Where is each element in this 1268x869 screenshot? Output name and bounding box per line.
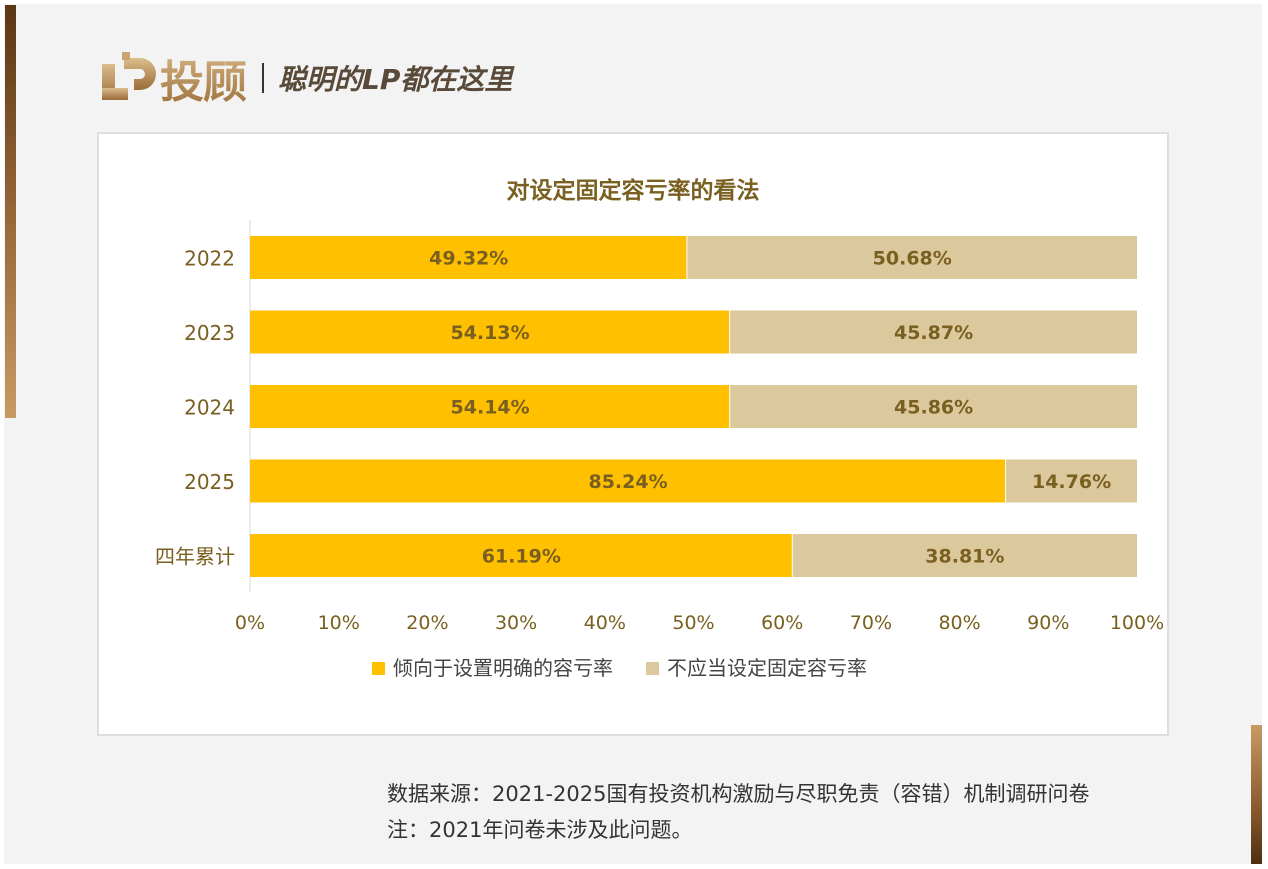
left-accent-bar [5, 5, 16, 418]
x-tick-label: 20% [406, 612, 448, 634]
data-label: 54.14% [451, 397, 530, 419]
x-tick-label: 40% [584, 612, 626, 634]
footnotes: 数据来源：2021-2025国有投资机构激励与尽职免责（容错）机制调研问卷 注：… [387, 776, 1089, 848]
stacked-bar-chart: 对设定固定容亏率的看法 49.32% 50.68% 2022 54.13% 45.87% 2… [155, 177, 1164, 680]
bar-segment [250, 310, 730, 354]
data-label: 49.32% [429, 248, 508, 270]
data-label: 50.68% [873, 248, 952, 270]
category-label: 四年累计 [155, 545, 235, 569]
data-label: 85.24% [588, 471, 667, 493]
x-tick-label: 10% [318, 612, 360, 634]
bar-segment [250, 534, 792, 577]
x-tick-label: 70% [850, 612, 892, 634]
survey-note: 注：2021年问卷未涉及此问题。 [387, 818, 693, 842]
bar-segment [250, 385, 730, 428]
x-tick-label: 0% [235, 612, 265, 634]
x-tick-label: 60% [761, 612, 803, 634]
x-tick-label: 80% [938, 612, 980, 634]
x-tick-label: 100% [1110, 612, 1164, 634]
logo-slogan: 聪明的LP都在这里 [278, 63, 513, 96]
data-label: 61.19% [482, 546, 561, 568]
data-label: 54.13% [450, 322, 529, 344]
x-tick-label: 50% [672, 612, 714, 634]
bar-segment [250, 236, 687, 279]
legend-swatch [646, 662, 659, 675]
bar-segment [1006, 459, 1137, 503]
data-label: 38.81% [925, 546, 1004, 568]
lp-logo-icon [102, 52, 156, 100]
chart-title: 对设定固定容亏率的看法 [507, 177, 760, 204]
logo-separator [262, 63, 264, 93]
category-label: 2023 [184, 321, 235, 345]
legend-label: 不应当设定固定容亏率 [667, 656, 867, 680]
bar-segment [730, 310, 1137, 354]
brand-logo: 投顾 聪明的LP都在这里 [100, 50, 513, 108]
x-tick-label: 30% [495, 612, 537, 634]
category-label: 2025 [184, 470, 235, 494]
x-tick-label: 90% [1027, 612, 1069, 634]
chart-card: 对设定固定容亏率的看法 49.32% 50.68% 2022 54.13% 45.87% 2… [97, 132, 1169, 736]
bar-segment [792, 534, 1137, 577]
legend-label: 倾向于设置明确的容亏率 [393, 656, 613, 680]
bar-segment [730, 385, 1137, 428]
category-label: 2022 [184, 247, 235, 271]
bar-segment [687, 236, 1137, 279]
bar-segment [250, 459, 1006, 503]
right-accent-bar [1251, 725, 1262, 864]
data-label: 45.86% [894, 397, 973, 419]
source-note: 数据来源：2021-2025国有投资机构激励与尽职免责（容错）机制调研问卷 [387, 782, 1090, 806]
data-label: 14.76% [1032, 471, 1111, 493]
legend-swatch [372, 662, 385, 675]
data-label: 45.87% [894, 322, 973, 344]
category-label: 2024 [184, 396, 235, 420]
logo-wordmark: 投顾 [160, 46, 247, 110]
